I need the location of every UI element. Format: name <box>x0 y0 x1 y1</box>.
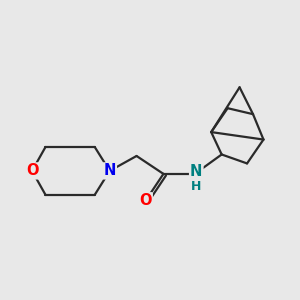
Text: O: O <box>26 164 38 178</box>
Text: N: N <box>190 164 202 179</box>
Text: H: H <box>191 180 202 193</box>
Text: O: O <box>139 193 152 208</box>
Text: N: N <box>103 164 116 178</box>
